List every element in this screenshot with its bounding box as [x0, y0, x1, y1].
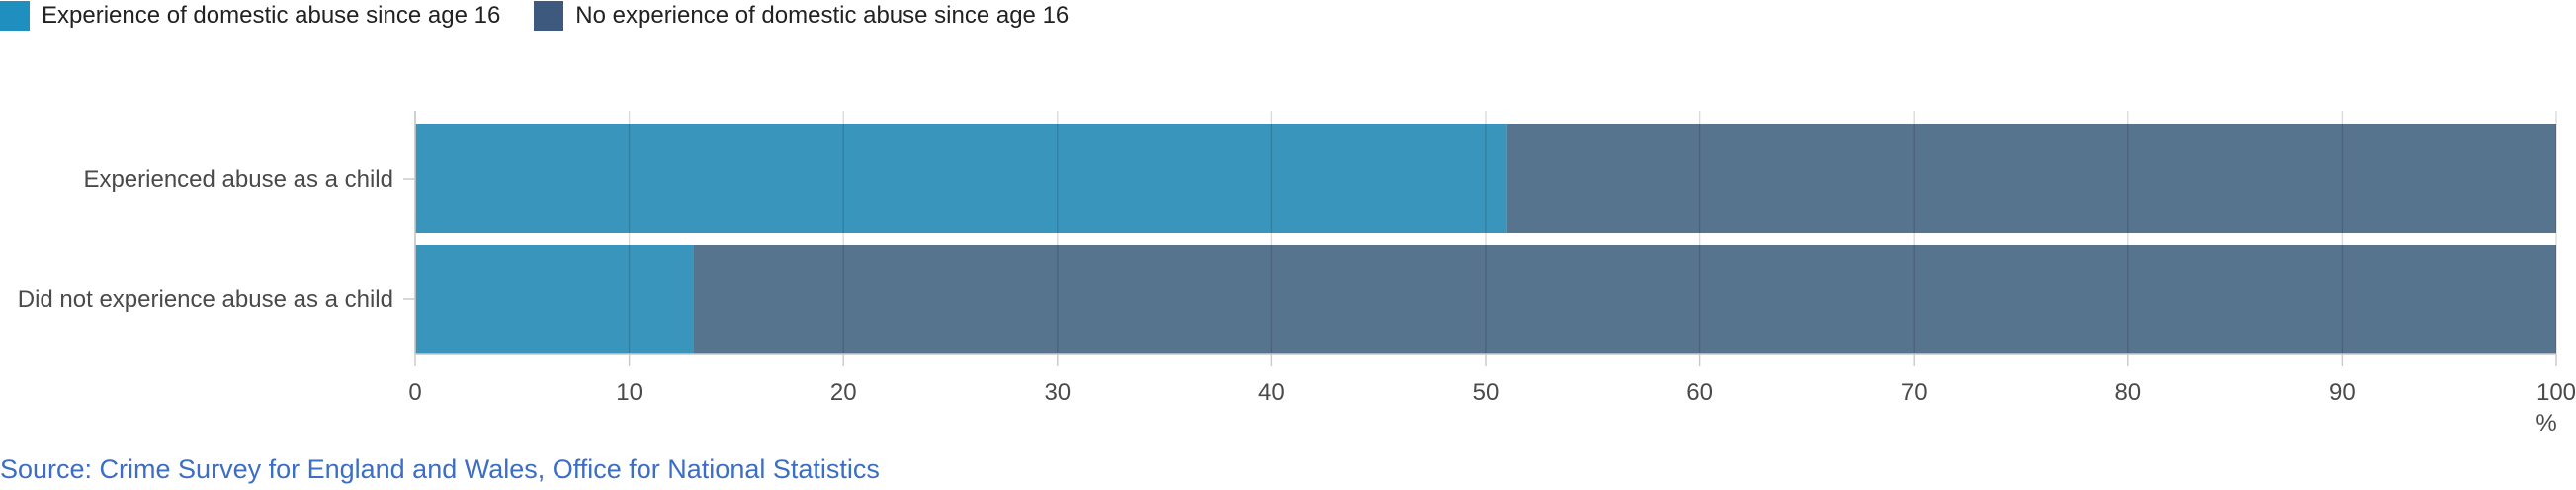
x-tick-label-5: 50	[1473, 379, 1500, 406]
x-tick-label-9: 90	[2329, 379, 2356, 406]
y-tick-label-1: Did not experience abuse as a child	[18, 286, 393, 313]
x-tick-label-8: 80	[2114, 379, 2141, 406]
x-tick-label-10: 100	[2536, 379, 2576, 406]
x-tick-label-3: 30	[1044, 379, 1071, 406]
x-tick-label-2: 20	[830, 379, 857, 406]
y-tick-label-0: Experienced abuse as a child	[83, 166, 393, 193]
legend-item-abuse-since-16[interactable]: Experience of domestic abuse since age 1…	[0, 1, 500, 31]
x-tick-label-4: 40	[1258, 379, 1285, 406]
bar-0-series-1	[1506, 124, 2556, 233]
legend-label: No experience of domestic abuse since ag…	[575, 2, 1070, 29]
x-unit-label: %	[2535, 410, 2556, 437]
bar-0-series-0	[415, 124, 1507, 233]
x-tick-label-1: 10	[616, 379, 643, 406]
bar-1-series-1	[693, 245, 2556, 354]
bar-1-series-0	[415, 245, 694, 354]
legend-label: Experience of domestic abuse since age 1…	[42, 2, 501, 29]
source-link[interactable]: Source: Crime Survey for England and Wal…	[0, 454, 880, 484]
x-tick-label-0: 0	[408, 379, 421, 406]
legend-swatch	[534, 1, 564, 31]
legend-item-no-abuse-since-16[interactable]: No experience of domestic abuse since ag…	[534, 1, 1069, 31]
legend-swatch	[0, 1, 30, 31]
x-tick-label-6: 60	[1686, 379, 1713, 406]
chart-legend: Experience of domestic abuse since age 1…	[0, 0, 1102, 32]
stacked-bar-chart: Experienced abuse as a child Did not expe…	[18, 111, 2576, 437]
x-tick-label-7: 70	[1901, 379, 1928, 406]
